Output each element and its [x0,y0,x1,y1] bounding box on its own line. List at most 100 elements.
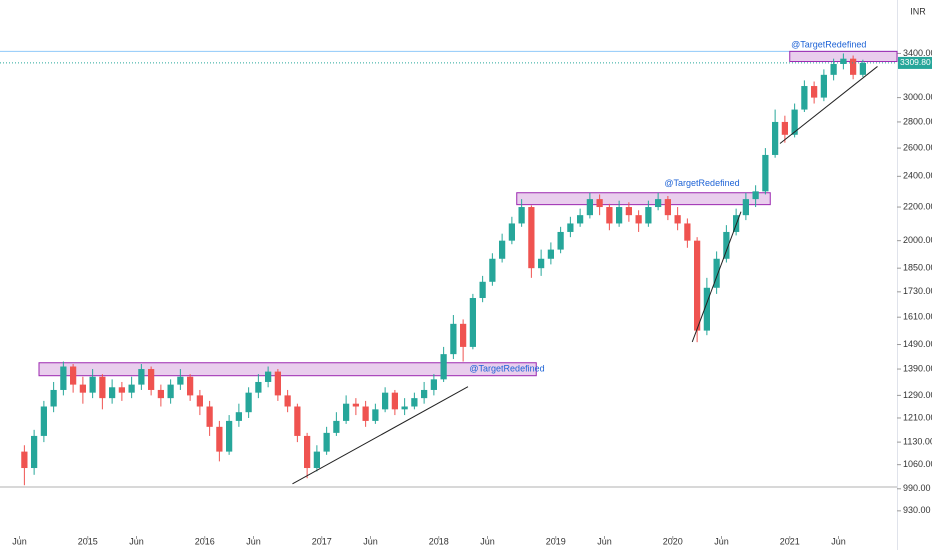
candle-body [138,369,145,385]
candle-body [235,412,242,421]
candle-body [265,371,272,382]
y-tick-label: 1060.00 [903,459,932,469]
x-tick-label: 2021 [780,536,800,546]
candle-body [401,406,408,410]
candle-body [21,451,28,469]
candle-body [362,406,369,421]
candle-body [79,384,86,393]
candle-body [128,384,135,393]
candle-body [430,379,437,390]
x-tick-label: Jun [246,536,261,546]
y-tick-label: 2800.00 [903,116,932,126]
candle-body [557,231,564,250]
candle-body [157,389,164,399]
candle-body [723,231,730,259]
candle-body [421,389,428,399]
candle-body [304,435,311,469]
candle-body [440,354,447,380]
candle-body [148,369,155,390]
candle-body [772,121,779,155]
candle-body [567,223,574,232]
trendline [292,386,469,485]
candle-body [89,376,96,393]
y-tick-label: 2400.00 [903,171,932,181]
last-price-tag [898,56,932,69]
candle-body [479,281,486,299]
y-tick-label: 1610.00 [903,312,932,322]
candle-body [703,287,710,331]
y-tick-label: 2200.00 [903,201,932,211]
candle-body [343,403,350,421]
candle-body [752,191,759,200]
zone [516,192,771,206]
candle-body [684,223,691,241]
zone-label: @TargetRedefined [791,40,866,50]
candle-body [411,398,418,407]
y-tick-label: 930.00 [903,505,931,515]
candle-body [294,406,301,436]
zone-label: @TargetRedefined [664,178,739,188]
x-tick-label: 2015 [78,536,98,546]
y-tick-label: 1290.00 [903,390,932,400]
y-tick-label: 3400.00 [903,48,932,58]
candle-body [216,426,223,452]
candle-body [674,215,681,224]
y-tick-label: 1490.00 [903,339,932,349]
candle-body [352,403,359,407]
zone-label: @TargetRedefined [469,363,544,373]
candle-body [840,58,847,64]
candle-body [791,109,798,135]
candle-body [596,199,603,208]
x-tick-label: Jun [597,536,612,546]
last-price-label: 3309.80 [900,57,931,67]
candle-body [528,207,535,269]
candle-body [196,395,203,407]
candle-body [255,381,262,393]
x-tick-label: Jun [714,536,729,546]
x-tick-label: 2020 [663,536,683,546]
candle-body [167,384,174,399]
candle-body [382,392,389,410]
candle-body [274,371,281,396]
trendline [779,66,878,144]
candle-body [245,392,252,413]
candle-body [538,258,545,269]
x-tick-label: Jun [480,536,495,546]
candle-body [645,207,652,224]
candle-body [762,154,769,192]
candle-body [606,207,613,224]
y-tick-label: 1730.00 [903,286,932,296]
candle-body [801,86,808,110]
currency-label: INR [910,6,926,16]
y-tick-label: 2000.00 [903,235,932,245]
candle-body [781,121,788,135]
candle-body [586,199,593,216]
x-tick-label: 2018 [429,536,449,546]
candle-body [70,366,77,385]
x-tick-label: Jun [12,536,27,546]
candle-body [118,387,125,393]
candle-body [50,389,57,407]
y-tick-label: 1390.00 [903,363,932,373]
y-tick-label: 990.00 [903,483,931,493]
x-tick-label: 2017 [312,536,332,546]
candle-body [391,392,398,410]
x-tick-label: 2016 [195,536,215,546]
y-tick-label: 1210.00 [903,412,932,422]
candle-body [850,58,857,75]
y-tick-label: 2600.00 [903,142,932,152]
candle-body [206,406,213,427]
candle-body [664,199,671,216]
candle-body [830,63,837,75]
y-tick-label: 3000.00 [903,92,932,102]
candle-body [820,74,827,98]
candle-body [99,376,106,399]
candle-body [625,207,632,216]
candle-body [460,323,467,347]
candle-body [635,215,642,224]
candle-body [859,62,866,75]
candle-body [31,435,38,469]
candle-body [177,376,184,385]
